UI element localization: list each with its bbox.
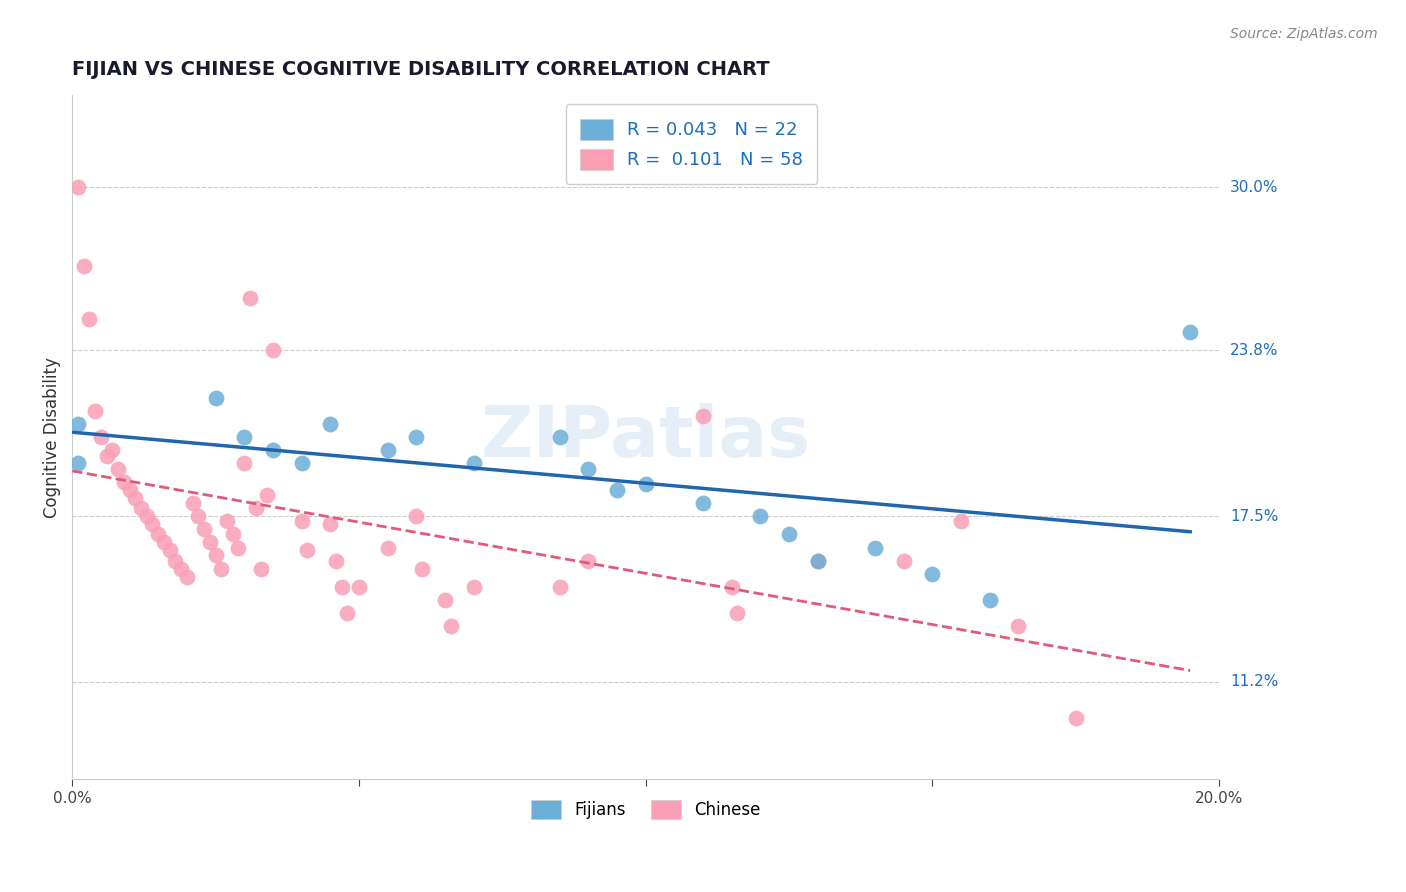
Point: [576, 461, 599, 475]
Point: [806, 554, 828, 568]
Point: [411, 561, 433, 575]
Point: [325, 554, 347, 568]
Point: [66, 180, 89, 194]
Point: [949, 514, 972, 528]
Point: [921, 566, 943, 581]
Point: [806, 554, 828, 568]
Point: [193, 522, 215, 536]
Point: [405, 509, 427, 524]
Point: [170, 561, 193, 575]
Point: [165, 554, 187, 568]
Point: [84, 404, 107, 418]
Point: [198, 535, 221, 549]
Text: ZIPatlas: ZIPatlas: [481, 402, 811, 472]
Point: [250, 561, 273, 575]
Point: [548, 430, 571, 444]
Point: [463, 580, 485, 594]
Point: [262, 443, 284, 458]
Point: [222, 527, 245, 541]
Point: [440, 619, 463, 633]
Point: [245, 501, 267, 516]
Point: [228, 541, 250, 555]
Point: [433, 593, 456, 607]
Point: [463, 457, 485, 471]
Point: [66, 417, 89, 431]
Point: [749, 509, 772, 524]
Point: [692, 409, 714, 424]
Y-axis label: Cognitive Disability: Cognitive Disability: [44, 357, 60, 517]
Point: [347, 580, 370, 594]
Text: FIJIAN VS CHINESE COGNITIVE DISABILITY CORRELATION CHART: FIJIAN VS CHINESE COGNITIVE DISABILITY C…: [72, 60, 770, 78]
Point: [290, 514, 312, 528]
Point: [204, 391, 226, 405]
Point: [319, 516, 342, 531]
Point: [233, 430, 256, 444]
Point: [101, 443, 124, 458]
Point: [606, 483, 628, 497]
Point: [159, 543, 181, 558]
Point: [262, 343, 284, 358]
Point: [79, 311, 101, 326]
Point: [1064, 711, 1087, 725]
Point: [377, 541, 399, 555]
Point: [181, 496, 204, 510]
Point: [256, 488, 278, 502]
Point: [405, 430, 427, 444]
Text: 23.8%: 23.8%: [1230, 343, 1278, 358]
Point: [215, 514, 238, 528]
Point: [1180, 325, 1202, 339]
Point: [239, 291, 262, 305]
Point: [153, 535, 176, 549]
Point: [319, 417, 342, 431]
Point: [1007, 619, 1029, 633]
Point: [124, 491, 146, 505]
Text: 11.2%: 11.2%: [1230, 674, 1278, 690]
Point: [176, 569, 198, 583]
Point: [66, 457, 89, 471]
Point: [209, 561, 232, 575]
Point: [692, 496, 714, 510]
Text: 17.5%: 17.5%: [1230, 508, 1278, 524]
Point: [135, 509, 157, 524]
Point: [863, 541, 886, 555]
Text: 30.0%: 30.0%: [1230, 180, 1278, 195]
Point: [377, 443, 399, 458]
Point: [204, 549, 226, 563]
Point: [720, 580, 742, 594]
Point: [129, 501, 152, 516]
Point: [330, 580, 353, 594]
Point: [290, 457, 312, 471]
Point: [107, 461, 129, 475]
Point: [112, 475, 135, 489]
Point: [634, 477, 657, 491]
Point: [725, 607, 748, 621]
Point: [576, 554, 599, 568]
Text: Source: ZipAtlas.com: Source: ZipAtlas.com: [1230, 27, 1378, 41]
Point: [96, 449, 118, 463]
Point: [336, 607, 359, 621]
Legend: Fijians, Chinese: Fijians, Chinese: [517, 786, 773, 832]
Point: [778, 527, 800, 541]
Point: [893, 554, 915, 568]
Point: [233, 457, 256, 471]
Point: [118, 483, 141, 497]
Point: [297, 543, 319, 558]
Point: [141, 516, 163, 531]
Point: [548, 580, 571, 594]
Point: [90, 430, 112, 444]
Point: [148, 527, 170, 541]
Point: [73, 260, 96, 274]
Point: [187, 509, 209, 524]
Point: [979, 593, 1001, 607]
